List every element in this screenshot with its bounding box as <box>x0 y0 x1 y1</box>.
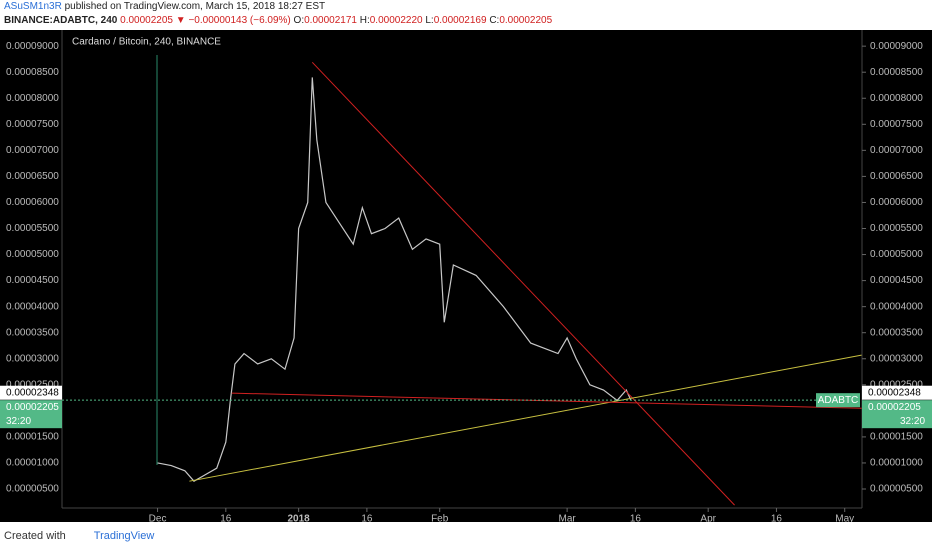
last-tag <box>862 400 932 429</box>
symbol-tag <box>816 393 860 408</box>
y-tick-label: 0.00004000 <box>870 301 923 312</box>
y-tick-label: 0.00001000 <box>6 458 59 469</box>
ohlc-label: L: <box>425 15 434 26</box>
x-tick-label: Dec <box>149 514 167 522</box>
y-tick-label: 0.00006500 <box>870 171 923 182</box>
level-label: 0.00002348 <box>6 387 59 398</box>
y-tick-label: 0.00003500 <box>6 327 59 338</box>
footer: Created with TradingView <box>4 530 154 542</box>
x-tick-label: 16 <box>771 514 783 522</box>
arrow: ▼ <box>175 15 186 26</box>
chart: Cardano / Bitcoin, 240, BINANCE 0.000005… <box>0 30 932 522</box>
y-tick-label: 0.00007500 <box>6 119 59 130</box>
ohlc-value: 0.00002171 <box>304 15 357 26</box>
ohlc-value: 0.00002205 <box>499 15 553 26</box>
y-tick-label: 0.00008500 <box>870 67 923 78</box>
y-tick-label: 0.00001500 <box>870 432 923 443</box>
y-tick-label: 0.00005000 <box>6 249 59 260</box>
last-label: 0.00002205 <box>6 402 59 413</box>
x-tick-label: 16 <box>220 514 232 522</box>
background <box>0 30 932 522</box>
ohlc-label: O: <box>293 15 305 26</box>
ohlc-value: 0.00002220 <box>369 15 423 26</box>
y-tick-label: 0.00007000 <box>870 145 923 156</box>
symbol: BINANCE:ADABTC, 240 <box>4 15 118 26</box>
y-tick-label: 0.00004500 <box>6 275 59 286</box>
change: −0.00000143 (−6.09%) <box>188 15 291 26</box>
trendline <box>311 61 735 506</box>
last-label: 0.00002205 <box>868 402 921 413</box>
y-tick-label: 0.00002500 <box>6 379 59 390</box>
y-tick-label: 0.00005500 <box>6 223 59 234</box>
y-tick-label: 0.00006000 <box>6 197 59 208</box>
x-tick-label: 16 <box>361 514 373 522</box>
x-tick-label: Apr <box>700 514 716 522</box>
header: ASuSM1n3R published on TradingView.com, … <box>4 0 552 28</box>
chart-title: Cardano / Bitcoin, 240, BINANCE <box>72 37 221 48</box>
symbol-label: ADABTC <box>818 395 859 406</box>
y-tick-label: 0.00008000 <box>870 93 923 104</box>
y-tick-label: 0.00005500 <box>870 223 923 234</box>
created: Created with <box>4 530 66 542</box>
countdown: 32:20 <box>6 416 31 427</box>
last-tag <box>0 400 62 429</box>
y-tick-label: 0.00003000 <box>870 353 923 364</box>
y-tick-label: 0.00001500 <box>6 432 59 443</box>
y-tick-label: 0.00000500 <box>870 484 923 495</box>
y-tick-label: 0.00008000 <box>6 93 59 104</box>
x-tick-label: 2018 <box>288 514 311 522</box>
ohlc-label: C: <box>489 15 500 26</box>
countdown: 32:20 <box>900 416 925 427</box>
level-label: 0.00002348 <box>868 387 921 398</box>
x-tick-label: 16 <box>630 514 642 522</box>
y-tick-label: 0.00004000 <box>6 301 59 312</box>
trendline <box>189 354 862 482</box>
ohlc-value: 0.00002169 <box>433 15 487 26</box>
x-tick-label: Mar <box>559 514 577 522</box>
last: 0.00002205 <box>120 15 173 26</box>
y-tick-label: 0.00008500 <box>6 67 59 78</box>
published: published on TradingView.com, March 15, … <box>64 1 326 12</box>
x-tick-label: Feb <box>431 514 449 522</box>
y-tick-label: 0.00009000 <box>6 41 59 52</box>
level-tag <box>862 385 932 400</box>
trendline <box>231 392 862 409</box>
y-tick-label: 0.00000500 <box>6 484 59 495</box>
y-tick-label: 0.00004500 <box>870 275 923 286</box>
y-tick-label: 0.00009000 <box>870 41 923 52</box>
x-tick-label: May <box>835 514 854 522</box>
y-tick-label: 0.00003500 <box>870 327 923 338</box>
y-tick-label: 0.00003000 <box>6 353 59 364</box>
y-tick-label: 0.00002500 <box>870 379 923 390</box>
y-tick-label: 0.00006000 <box>870 197 923 208</box>
y-tick-label: 0.00006500 <box>6 171 59 182</box>
price-line <box>157 77 632 482</box>
brand[interactable]: TradingView <box>93 530 155 542</box>
y-tick-label: 0.00005000 <box>870 249 923 260</box>
y-tick-label: 0.00007000 <box>6 145 59 156</box>
ohlc-label: H: <box>359 15 370 26</box>
y-tick-label: 0.00007500 <box>870 119 923 130</box>
y-tick-label: 0.00001000 <box>870 458 923 469</box>
author[interactable]: ASuSM1n3R <box>4 1 62 12</box>
level-tag <box>0 385 62 400</box>
